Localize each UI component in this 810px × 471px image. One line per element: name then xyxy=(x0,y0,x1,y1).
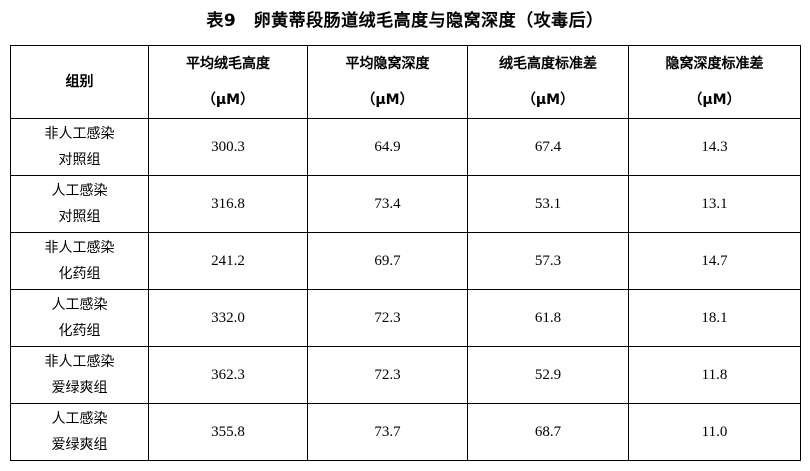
value-cell: 13.1 xyxy=(628,175,801,233)
header-col: 绒毛高度标准差 （μM） xyxy=(467,45,629,119)
value-cell: 73.7 xyxy=(307,403,468,461)
value-cell: 61.8 xyxy=(467,289,629,347)
value-cell: 73.4 xyxy=(307,175,468,233)
value-cell: 69.7 xyxy=(307,232,468,290)
group-cell: 人工感染 爱绿爽组 xyxy=(10,403,149,461)
value-cell: 18.1 xyxy=(628,289,801,347)
table-row: 人工感染 爱绿爽组 355.8 73.7 68.7 11.0 xyxy=(10,403,801,461)
table-row: 非人工感染 对照组 300.3 64.9 67.4 14.3 xyxy=(10,118,801,176)
header-row: 组别 平均绒毛高度 （μM） 平均隐窝深度 （μM） 绒毛高度标准差 （μM） 隐窝深… xyxy=(10,45,801,119)
value-cell: 52.9 xyxy=(467,346,629,404)
group-cell: 人工感染 对照组 xyxy=(10,175,149,233)
header-col: 隐窝深度标准差 （μM） xyxy=(628,45,801,119)
value-cell: 332.0 xyxy=(148,289,308,347)
group-cell: 非人工感染 爱绿爽组 xyxy=(10,346,149,404)
value-cell: 11.8 xyxy=(628,346,801,404)
data-table: 组别 平均绒毛高度 （μM） 平均隐窝深度 （μM） 绒毛高度标准差 （μM） 隐窝深… xyxy=(10,45,801,461)
group-cell: 人工感染 化药组 xyxy=(10,289,149,347)
header-col: 平均隐窝深度 （μM） xyxy=(307,45,468,119)
header-group: 组别 xyxy=(10,45,149,119)
value-cell: 316.8 xyxy=(148,175,308,233)
value-cell: 14.3 xyxy=(628,118,801,176)
value-cell: 53.1 xyxy=(467,175,629,233)
value-cell: 11.0 xyxy=(628,403,801,461)
value-cell: 14.7 xyxy=(628,232,801,290)
value-cell: 241.2 xyxy=(148,232,308,290)
value-cell: 355.8 xyxy=(148,403,308,461)
table-row: 非人工感染 爱绿爽组 362.3 72.3 52.9 11.8 xyxy=(10,346,801,404)
value-cell: 64.9 xyxy=(307,118,468,176)
group-cell: 非人工感染 化药组 xyxy=(10,232,149,290)
value-cell: 300.3 xyxy=(148,118,308,176)
value-cell: 72.3 xyxy=(307,289,468,347)
header-col: 平均绒毛高度 （μM） xyxy=(148,45,308,119)
group-cell: 非人工感染 对照组 xyxy=(10,118,149,176)
value-cell: 72.3 xyxy=(307,346,468,404)
table-row: 人工感染 对照组 316.8 73.4 53.1 13.1 xyxy=(10,175,801,233)
table-row: 人工感染 化药组 332.0 72.3 61.8 18.1 xyxy=(10,289,801,347)
value-cell: 362.3 xyxy=(148,346,308,404)
value-cell: 57.3 xyxy=(467,232,629,290)
value-cell: 67.4 xyxy=(467,118,629,176)
value-cell: 68.7 xyxy=(467,403,629,461)
table-title: 表9 卵黄蒂段肠道绒毛高度与隐窝深度（攻毒后） xyxy=(206,11,604,31)
table-row: 非人工感染 化药组 241.2 69.7 57.3 14.7 xyxy=(10,232,801,290)
